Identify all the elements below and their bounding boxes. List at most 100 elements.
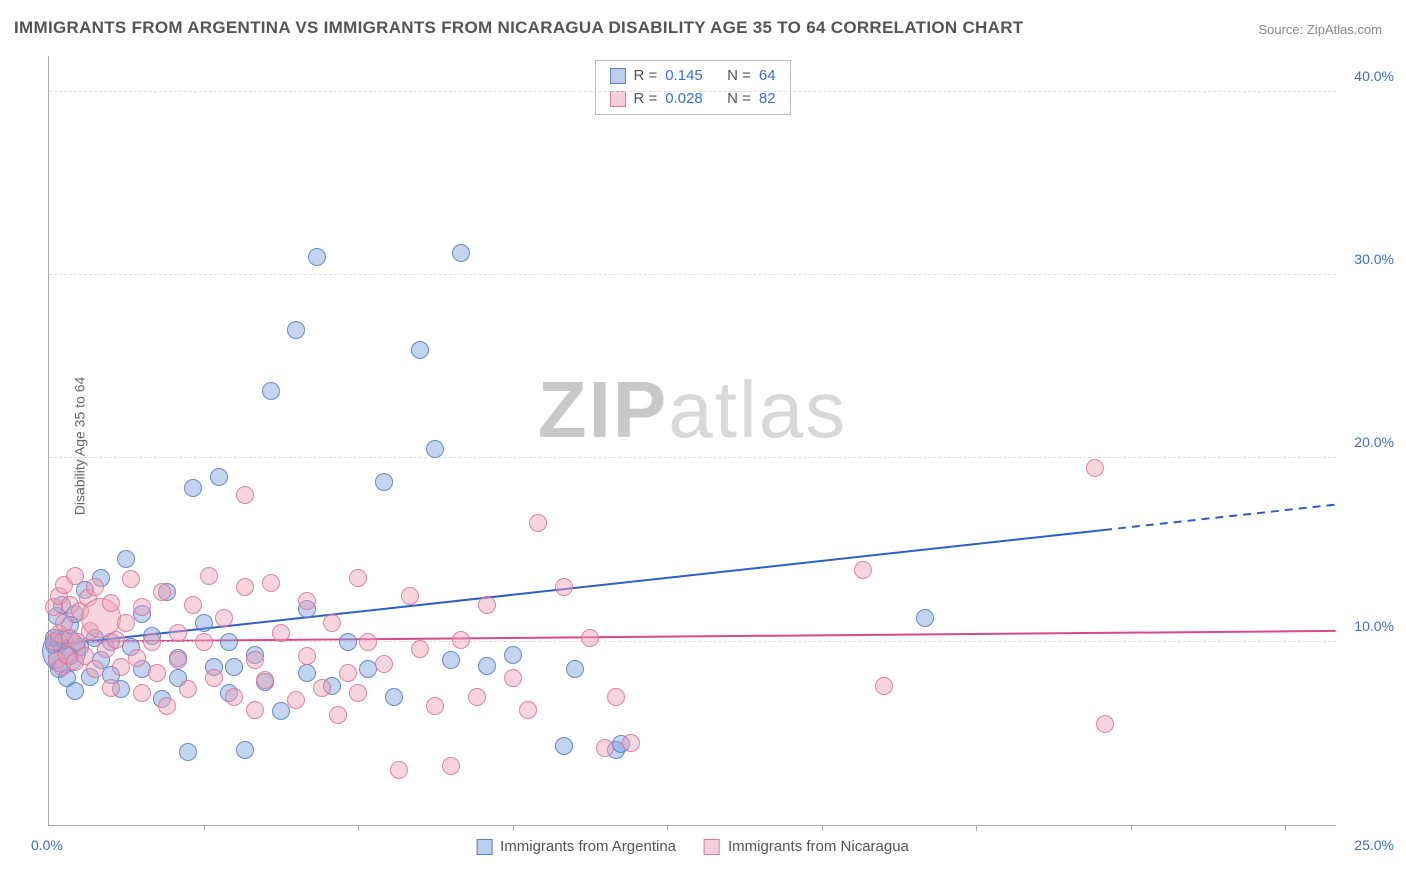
- data-point-argentina: [117, 550, 135, 568]
- data-point-nicaragua: [143, 633, 161, 651]
- data-point-argentina: [442, 651, 460, 669]
- data-point-nicaragua: [596, 739, 614, 757]
- data-point-argentina: [195, 614, 213, 632]
- data-point-nicaragua: [133, 598, 151, 616]
- x-tick: [1285, 825, 1286, 831]
- data-point-nicaragua: [1096, 715, 1114, 733]
- data-point-nicaragua: [169, 651, 187, 669]
- data-point-nicaragua: [195, 633, 213, 651]
- data-point-nicaragua: [133, 684, 151, 702]
- data-point-nicaragua: [1086, 459, 1104, 477]
- swatch-argentina-icon: [476, 839, 492, 855]
- data-point-argentina: [220, 633, 238, 651]
- data-point-nicaragua: [359, 633, 377, 651]
- legend: Immigrants from Argentina Immigrants fro…: [476, 838, 909, 855]
- data-point-nicaragua: [442, 757, 460, 775]
- data-point-nicaragua: [225, 688, 243, 706]
- data-point-nicaragua: [184, 596, 202, 614]
- data-point-nicaragua: [519, 701, 537, 719]
- stats-row-argentina: R = 0.145 N = 64: [609, 65, 775, 88]
- data-point-nicaragua: [349, 569, 367, 587]
- data-point-nicaragua: [529, 514, 547, 532]
- data-point-nicaragua: [128, 649, 146, 667]
- data-point-argentina: [385, 688, 403, 706]
- data-point-nicaragua: [555, 578, 573, 596]
- data-point-argentina: [184, 479, 202, 497]
- data-point-nicaragua: [246, 651, 264, 669]
- data-point-argentina: [179, 743, 197, 761]
- chart-title: IMMIGRANTS FROM ARGENTINA VS IMMIGRANTS …: [14, 18, 1023, 38]
- swatch-nicaragua-icon: [704, 839, 720, 855]
- data-point-argentina: [236, 741, 254, 759]
- data-point-nicaragua: [349, 684, 367, 702]
- data-point-nicaragua: [169, 624, 187, 642]
- data-point-argentina: [504, 646, 522, 664]
- data-point-nicaragua: [102, 679, 120, 697]
- y-tick-label: 10.0%: [1354, 618, 1394, 634]
- data-point-nicaragua: [215, 609, 233, 627]
- data-point-nicaragua: [236, 486, 254, 504]
- data-point-argentina: [287, 321, 305, 339]
- data-point-nicaragua: [390, 761, 408, 779]
- data-point-nicaragua: [236, 578, 254, 596]
- data-point-nicaragua: [102, 594, 120, 612]
- data-point-argentina: [426, 440, 444, 458]
- data-point-nicaragua: [504, 669, 522, 687]
- swatch-argentina: [609, 68, 625, 84]
- source-attribution: Source: ZipAtlas.com: [1258, 22, 1382, 37]
- data-point-nicaragua: [86, 660, 104, 678]
- data-point-nicaragua: [622, 734, 640, 752]
- data-point-nicaragua: [107, 631, 125, 649]
- legend-item-nicaragua: Immigrants from Nicaragua: [704, 838, 909, 855]
- data-point-nicaragua: [478, 596, 496, 614]
- x-tick: [1131, 825, 1132, 831]
- data-point-nicaragua: [468, 688, 486, 706]
- x-tick: [822, 825, 823, 831]
- data-point-argentina: [566, 660, 584, 678]
- data-point-nicaragua: [323, 614, 341, 632]
- data-point-argentina: [555, 737, 573, 755]
- swatch-nicaragua: [609, 91, 625, 107]
- data-point-nicaragua: [272, 624, 290, 642]
- x-axis-min-label: 0.0%: [31, 837, 63, 853]
- data-point-nicaragua: [246, 701, 264, 719]
- data-point-nicaragua: [401, 587, 419, 605]
- data-point-nicaragua: [452, 631, 470, 649]
- data-point-nicaragua: [329, 706, 347, 724]
- x-tick: [667, 825, 668, 831]
- gridline: [49, 274, 1336, 275]
- data-point-argentina: [225, 658, 243, 676]
- stats-box: R = 0.145 N = 64 R = 0.028 N = 82: [594, 60, 790, 115]
- data-point-argentina: [210, 468, 228, 486]
- data-point-nicaragua: [298, 647, 316, 665]
- data-point-argentina: [478, 657, 496, 675]
- data-point-nicaragua: [313, 679, 331, 697]
- data-point-nicaragua: [148, 664, 166, 682]
- data-point-nicaragua: [581, 629, 599, 647]
- data-point-nicaragua: [200, 567, 218, 585]
- data-point-argentina: [272, 702, 290, 720]
- x-axis-max-label: 25.0%: [1354, 837, 1394, 853]
- data-point-nicaragua: [153, 583, 171, 601]
- data-point-nicaragua: [426, 697, 444, 715]
- data-point-nicaragua: [86, 578, 104, 596]
- gridline: [49, 457, 1336, 458]
- legend-item-argentina: Immigrants from Argentina: [476, 838, 676, 855]
- data-point-nicaragua: [117, 614, 135, 632]
- data-point-nicaragua: [854, 561, 872, 579]
- data-point-argentina: [411, 341, 429, 359]
- gridline: [49, 641, 1336, 642]
- data-point-nicaragua: [205, 669, 223, 687]
- y-tick-label: 20.0%: [1354, 434, 1394, 450]
- data-point-nicaragua: [298, 592, 316, 610]
- data-point-argentina: [375, 473, 393, 491]
- y-tick-label: 40.0%: [1354, 68, 1394, 84]
- x-tick: [976, 825, 977, 831]
- x-tick: [513, 825, 514, 831]
- data-point-argentina: [308, 248, 326, 266]
- regression-lines: [49, 56, 1336, 825]
- data-point-nicaragua: [607, 688, 625, 706]
- x-tick: [358, 825, 359, 831]
- data-point-nicaragua: [122, 570, 140, 588]
- data-point-argentina: [262, 382, 280, 400]
